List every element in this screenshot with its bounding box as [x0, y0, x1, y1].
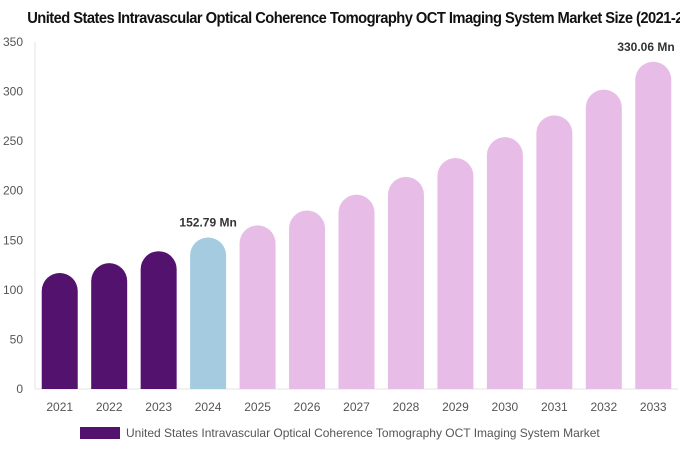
x-tick-label: 2027: [343, 400, 370, 414]
x-tick-label: 2023: [145, 400, 172, 414]
y-tick-label: 200: [3, 184, 23, 198]
bar-2029: [437, 157, 474, 389]
bar-2022: [91, 263, 128, 389]
y-tick-label: 50: [10, 332, 24, 346]
legend-swatch: [80, 427, 120, 439]
y-tick-label: 100: [3, 283, 23, 297]
data-label: 152.79 Mn: [179, 216, 236, 230]
chart-title: United States Intravascular Optical Cohe…: [27, 10, 680, 27]
x-tick-label: 2024: [195, 400, 222, 414]
bar-2024: [190, 237, 227, 389]
bar-2026: [289, 210, 326, 389]
y-tick-label: 300: [3, 85, 23, 99]
y-tick-label: 0: [16, 382, 23, 396]
x-axis-ticks: 2021 2022 2023 2024 2025 2026 2027 2028 2029 2030…: [46, 400, 667, 414]
x-tick-label: 2026: [294, 400, 321, 414]
legend-label: United States Intravascular Optical Cohe…: [126, 426, 600, 440]
bar-2028: [387, 176, 424, 389]
bar-2027: [338, 194, 375, 389]
y-tick-label: 250: [3, 134, 23, 148]
bars: [41, 61, 672, 390]
data-labels: 152.79 Mn 330.06 Mn: [179, 40, 674, 230]
bar-2032: [585, 89, 622, 390]
x-tick-label: 2021: [46, 400, 73, 414]
legend: United States Intravascular Optical Cohe…: [80, 425, 600, 441]
bar-2023: [140, 251, 177, 389]
y-axis-ticks: 0 50 100 150 200 250 300 350: [3, 35, 23, 396]
bar-2033: [635, 61, 672, 389]
data-label: 330.06 Mn: [617, 40, 674, 54]
x-tick-label: 2025: [244, 400, 271, 414]
x-tick-label: 2022: [96, 400, 123, 414]
y-tick-label: 150: [3, 233, 23, 247]
x-tick-label: 2032: [590, 400, 617, 414]
bar-2025: [239, 225, 276, 389]
x-tick-label: 2033: [640, 400, 667, 414]
x-tick-label: 2030: [492, 400, 519, 414]
x-tick-label: 2029: [442, 400, 469, 414]
bar-2031: [536, 115, 573, 389]
bar-2030: [486, 137, 523, 389]
bar-2021: [41, 273, 78, 389]
x-tick-label: 2028: [393, 400, 420, 414]
x-tick-label: 2031: [541, 400, 568, 414]
y-tick-label: 350: [3, 35, 23, 49]
